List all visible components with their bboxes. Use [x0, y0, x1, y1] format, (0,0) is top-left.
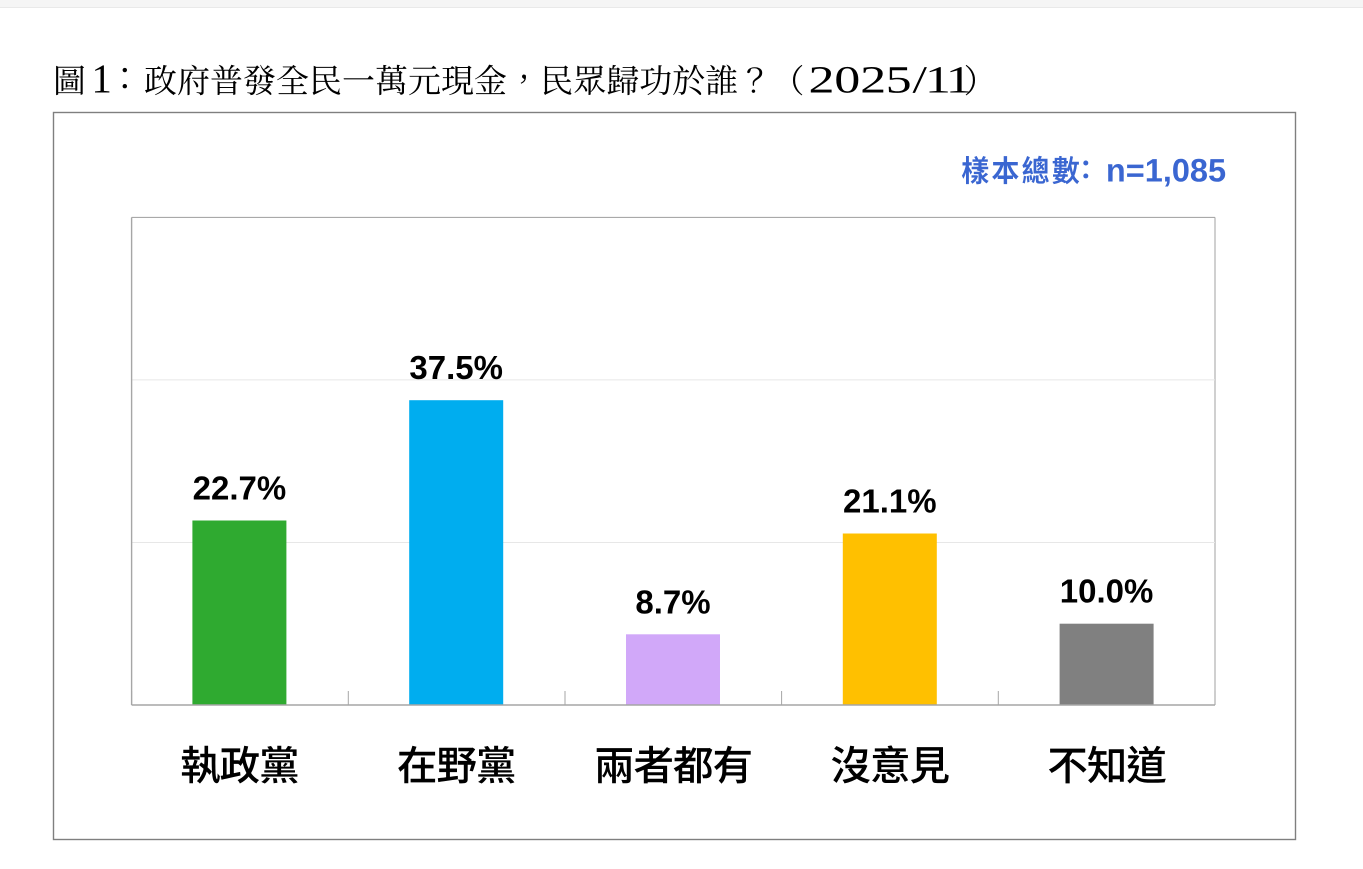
svg-text:8.7%: 8.7% [635, 583, 710, 620]
svg-text:37.5%: 37.5% [409, 349, 503, 386]
svg-text:10.0%: 10.0% [1060, 573, 1154, 610]
svg-text:22.7%: 22.7% [193, 470, 287, 507]
svg-text:21.1%: 21.1% [843, 483, 937, 520]
